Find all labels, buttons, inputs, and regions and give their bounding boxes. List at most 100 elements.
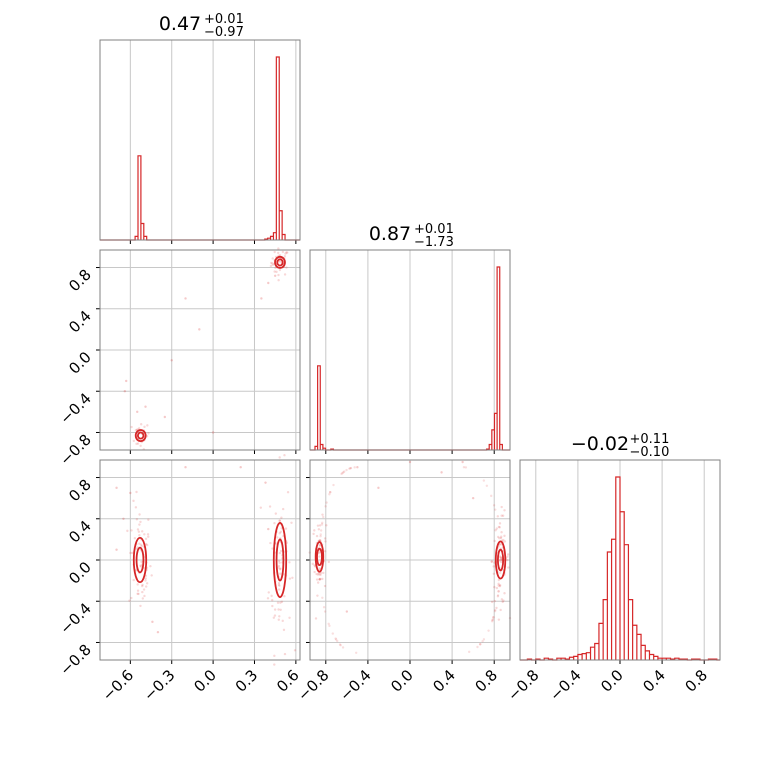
sample-point bbox=[499, 556, 503, 560]
sample-point bbox=[269, 264, 273, 268]
x-tick-label: −0.8 bbox=[294, 666, 332, 704]
sample-point bbox=[290, 521, 293, 524]
sample-point bbox=[490, 620, 494, 623]
sample-point bbox=[318, 543, 322, 547]
sample-point bbox=[377, 486, 380, 490]
sample-point bbox=[151, 620, 154, 624]
contour-line bbox=[135, 546, 145, 574]
sample-point bbox=[495, 586, 499, 590]
sample-point bbox=[274, 266, 277, 270]
x-tick-label: 0.3 bbox=[232, 666, 262, 696]
sample-point bbox=[136, 589, 140, 592]
sample-point bbox=[278, 561, 281, 564]
sample-point bbox=[324, 505, 327, 508]
sample-point bbox=[275, 270, 278, 274]
sample-point bbox=[349, 467, 352, 470]
panel-1-1: 0.87 +0.01−1.73 bbox=[310, 222, 510, 454]
sample-point bbox=[479, 642, 482, 646]
sample-point bbox=[144, 577, 147, 580]
sample-point bbox=[278, 532, 281, 535]
sample-point bbox=[273, 663, 276, 666]
sample-point bbox=[327, 560, 331, 564]
panel-title-plus: +0.01 bbox=[204, 12, 244, 27]
sample-point bbox=[334, 637, 337, 640]
sample-point bbox=[319, 535, 322, 538]
sample-point bbox=[318, 539, 321, 542]
sample-point bbox=[136, 592, 139, 595]
sample-point bbox=[126, 529, 129, 533]
sample-point bbox=[461, 460, 464, 464]
sample-point bbox=[498, 584, 502, 587]
sample-point bbox=[338, 643, 342, 646]
sample-point bbox=[492, 616, 495, 619]
sample-point bbox=[440, 471, 443, 474]
sample-point bbox=[503, 540, 507, 543]
sample-point bbox=[341, 646, 345, 649]
sample-point bbox=[139, 564, 142, 567]
panel-2-0: −0.6 −0.3 0.0 0.3 0.6−0.8−0.40.00.40.8 bbox=[56, 454, 303, 705]
sample-point bbox=[325, 524, 328, 527]
sample-point bbox=[260, 297, 263, 300]
sample-point bbox=[498, 543, 502, 546]
sample-point bbox=[273, 270, 276, 273]
sample-point bbox=[356, 466, 359, 469]
sample-point bbox=[143, 425, 146, 429]
sample-point bbox=[487, 629, 490, 632]
panel-2-1-frame bbox=[309, 459, 511, 661]
sample-point bbox=[494, 508, 497, 511]
sample-point bbox=[136, 583, 139, 586]
y-tick-label: −0.8 bbox=[56, 641, 94, 679]
sample-point bbox=[277, 618, 280, 621]
sample-point bbox=[345, 610, 349, 613]
sample-point bbox=[499, 535, 503, 538]
panel-title-value: −0.02 bbox=[571, 433, 629, 455]
sample-point bbox=[135, 490, 138, 494]
sample-point bbox=[497, 584, 500, 587]
sample-point bbox=[278, 456, 281, 459]
panel-2-2: −0.02 +0.11−0.10 −0.8 −0.4 0.0 0.4 0.8 bbox=[504, 432, 720, 705]
sample-point bbox=[323, 550, 327, 553]
sample-point bbox=[315, 578, 319, 581]
sample-point bbox=[316, 594, 319, 597]
sample-point bbox=[500, 558, 503, 561]
sample-point bbox=[281, 507, 285, 511]
sample-point bbox=[495, 527, 498, 530]
panel-2-2-frame bbox=[519, 459, 721, 661]
sample-point bbox=[343, 470, 346, 473]
sample-point bbox=[278, 519, 282, 523]
sample-point bbox=[150, 574, 153, 577]
sample-point bbox=[503, 592, 506, 595]
y-tick-label: −0.4 bbox=[56, 389, 94, 427]
panel-title-plus: +0.11 bbox=[630, 432, 670, 447]
sample-point bbox=[339, 643, 342, 647]
sample-point bbox=[139, 444, 142, 448]
sample-point bbox=[147, 518, 150, 521]
sample-point bbox=[278, 568, 282, 571]
sample-point bbox=[283, 595, 286, 598]
sample-point bbox=[137, 592, 140, 596]
sample-point bbox=[284, 252, 287, 255]
sample-point bbox=[493, 599, 496, 603]
sample-point bbox=[138, 542, 141, 545]
sample-point bbox=[131, 551, 134, 555]
sample-point bbox=[143, 594, 146, 598]
sample-point bbox=[133, 537, 137, 540]
sample-point bbox=[495, 606, 498, 610]
sample-point bbox=[331, 632, 335, 635]
sample-point bbox=[323, 584, 327, 588]
sample-point bbox=[136, 528, 140, 531]
sample-point bbox=[500, 505, 503, 509]
sample-point bbox=[267, 591, 270, 594]
sample-point bbox=[273, 250, 276, 254]
sample-point bbox=[285, 251, 288, 254]
sample-point bbox=[282, 628, 286, 632]
sample-point bbox=[322, 571, 325, 575]
sample-point bbox=[476, 645, 479, 649]
panel-title-plus: +0.01 bbox=[414, 222, 454, 237]
panel-title-minus: −1.73 bbox=[414, 235, 454, 250]
contour-line bbox=[274, 255, 286, 269]
sample-point bbox=[140, 544, 144, 548]
sample-point bbox=[498, 555, 502, 558]
sample-point bbox=[500, 531, 503, 534]
panel-1-1-frame bbox=[309, 249, 511, 451]
